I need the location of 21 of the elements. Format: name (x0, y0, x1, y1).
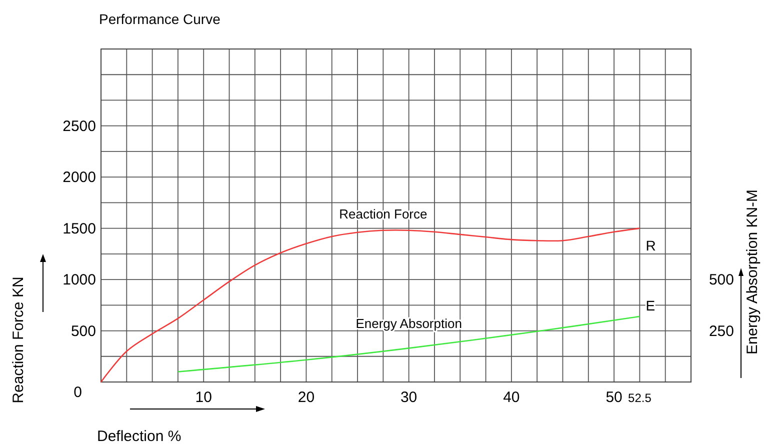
x-tick-label: 50 (606, 389, 622, 406)
y-axis-title: Reaction Force KN (10, 276, 27, 404)
line-series (177, 316, 640, 372)
y-tick-label: 500 (70, 322, 96, 340)
x-tick-label: 40 (503, 389, 520, 406)
annotation: R (646, 237, 656, 254)
x-axis-title: Deflection % (97, 428, 182, 445)
x-tick-label: 20 (298, 389, 315, 406)
y-tick-label: 1000 (62, 272, 96, 289)
x-tick-label: 52.5 (628, 391, 652, 405)
y-tick-label: 2500 (62, 118, 96, 135)
y2-tick-label: 250 (708, 322, 734, 340)
x-tick-label: 30 (400, 389, 418, 406)
line-series (100, 228, 640, 383)
y2-axis-title: Energy Absorption KN-M (744, 189, 761, 355)
x-tick-label: 10 (195, 389, 212, 406)
y-tick-label: 1500 (62, 220, 96, 238)
chart-title: Performance Curve (99, 11, 221, 27)
y-tick-label: 2000 (62, 169, 96, 186)
y-tick-label: 0 (74, 384, 82, 401)
y2-tick-label: 500 (708, 272, 734, 289)
